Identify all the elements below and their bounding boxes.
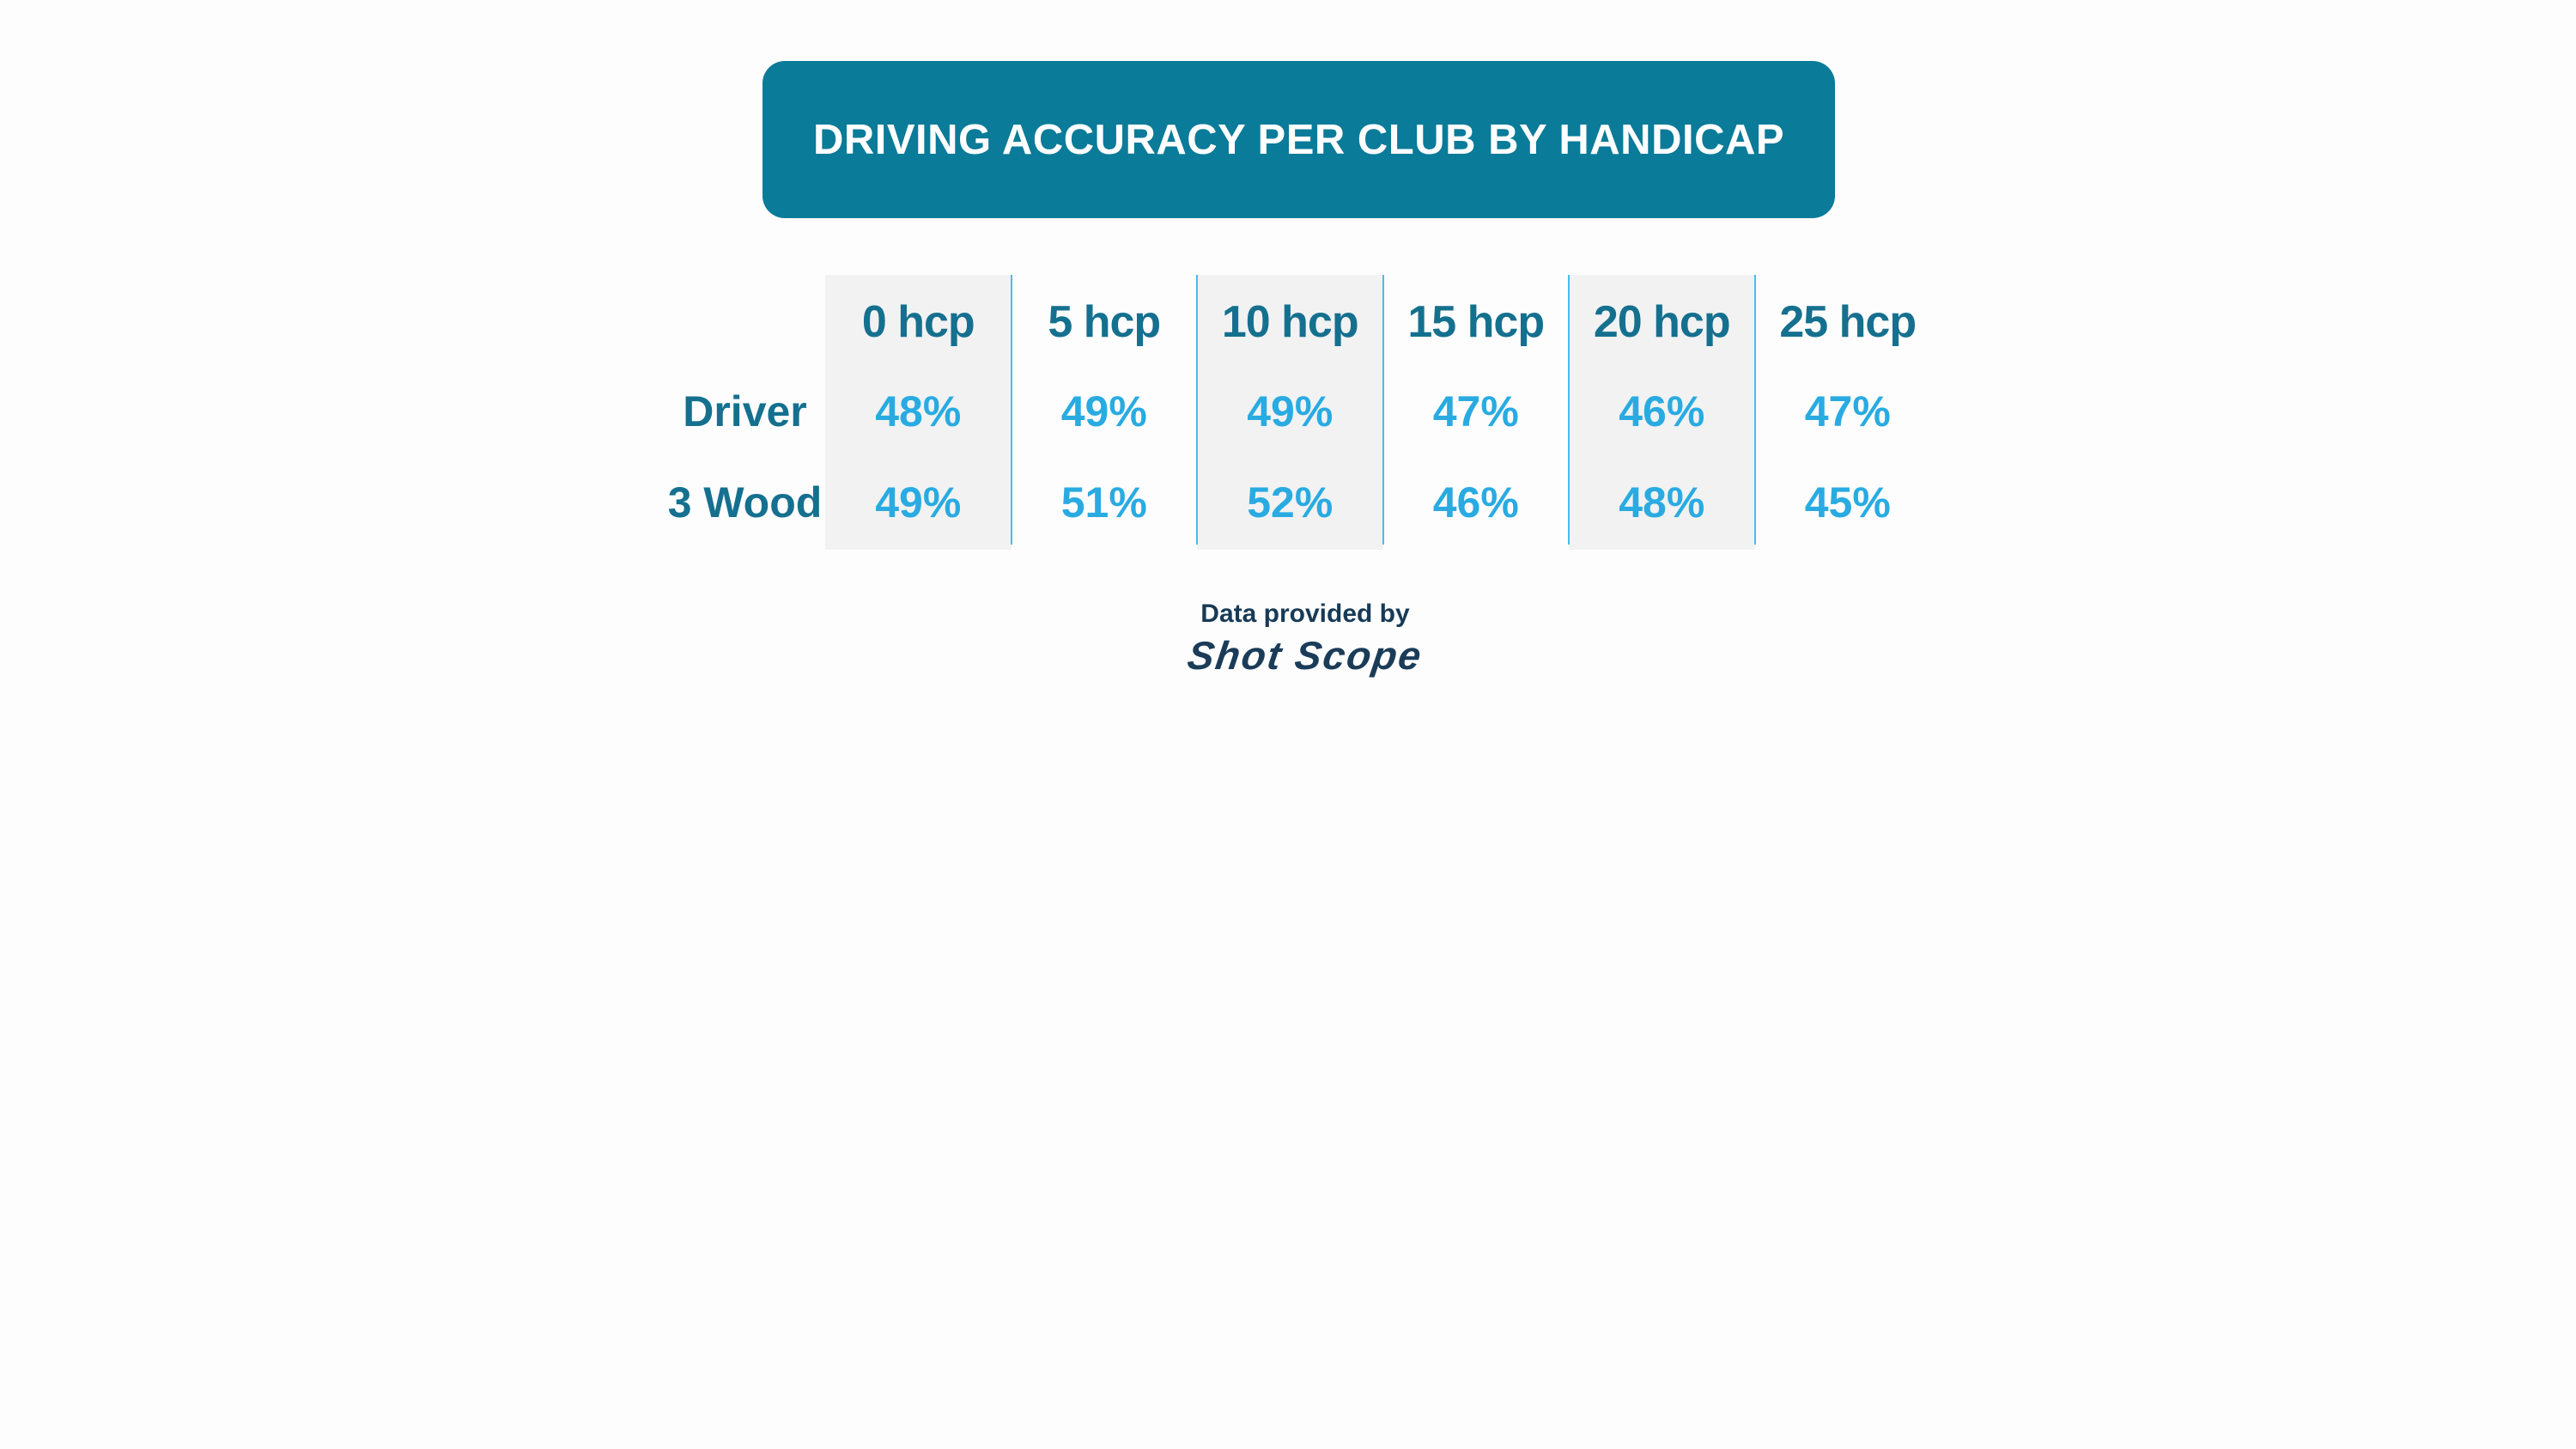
column-header-15hcp: 15 hcp bbox=[1407, 297, 1545, 347]
page-title: DRIVING ACCURACY PER CLUB BY HANDICAP bbox=[812, 116, 1785, 163]
value-cell: 46% bbox=[1432, 478, 1519, 527]
data-provided-by-label: Data provided by bbox=[1200, 600, 1410, 628]
value-cell: 47% bbox=[1804, 387, 1891, 435]
infographic-canvas: DRIVING ACCURACY PER CLUB BY HANDICAP 0 … bbox=[644, 0, 1932, 725]
column-divider bbox=[1568, 275, 1570, 545]
column-divider bbox=[1196, 275, 1198, 545]
column-header-5hcp: 5 hcp bbox=[1048, 297, 1161, 347]
value-cell: 47% bbox=[1432, 387, 1519, 435]
column-shade-0hcp bbox=[825, 275, 1012, 550]
value-cell: 52% bbox=[1247, 478, 1334, 527]
column-header-20hcp: 20 hcp bbox=[1593, 297, 1731, 347]
column-header-0hcp: 0 hcp bbox=[861, 297, 975, 347]
row-label-driver: Driver bbox=[683, 387, 807, 435]
column-divider bbox=[1382, 275, 1384, 545]
column-header-25hcp: 25 hcp bbox=[1779, 297, 1917, 347]
column-shade-20hcp bbox=[1569, 275, 1755, 550]
value-cell: 48% bbox=[875, 387, 962, 435]
value-cell: 51% bbox=[1060, 478, 1147, 527]
title-banner: DRIVING ACCURACY PER CLUB BY HANDICAP bbox=[762, 61, 1835, 218]
value-cell: 48% bbox=[1619, 478, 1705, 527]
shotscope-logo: Shot Scope bbox=[1184, 633, 1426, 678]
value-cell: 49% bbox=[1247, 387, 1334, 435]
row-label-3wood: 3 Wood bbox=[667, 478, 823, 527]
column-shade-10hcp bbox=[1197, 275, 1383, 550]
value-cell: 49% bbox=[875, 478, 962, 527]
value-cell: 49% bbox=[1060, 387, 1147, 435]
value-cell: 45% bbox=[1804, 478, 1891, 527]
column-header-10hcp: 10 hcp bbox=[1221, 297, 1359, 347]
column-divider bbox=[1753, 275, 1756, 545]
value-cell: 46% bbox=[1619, 387, 1705, 435]
column-divider bbox=[1010, 275, 1012, 545]
